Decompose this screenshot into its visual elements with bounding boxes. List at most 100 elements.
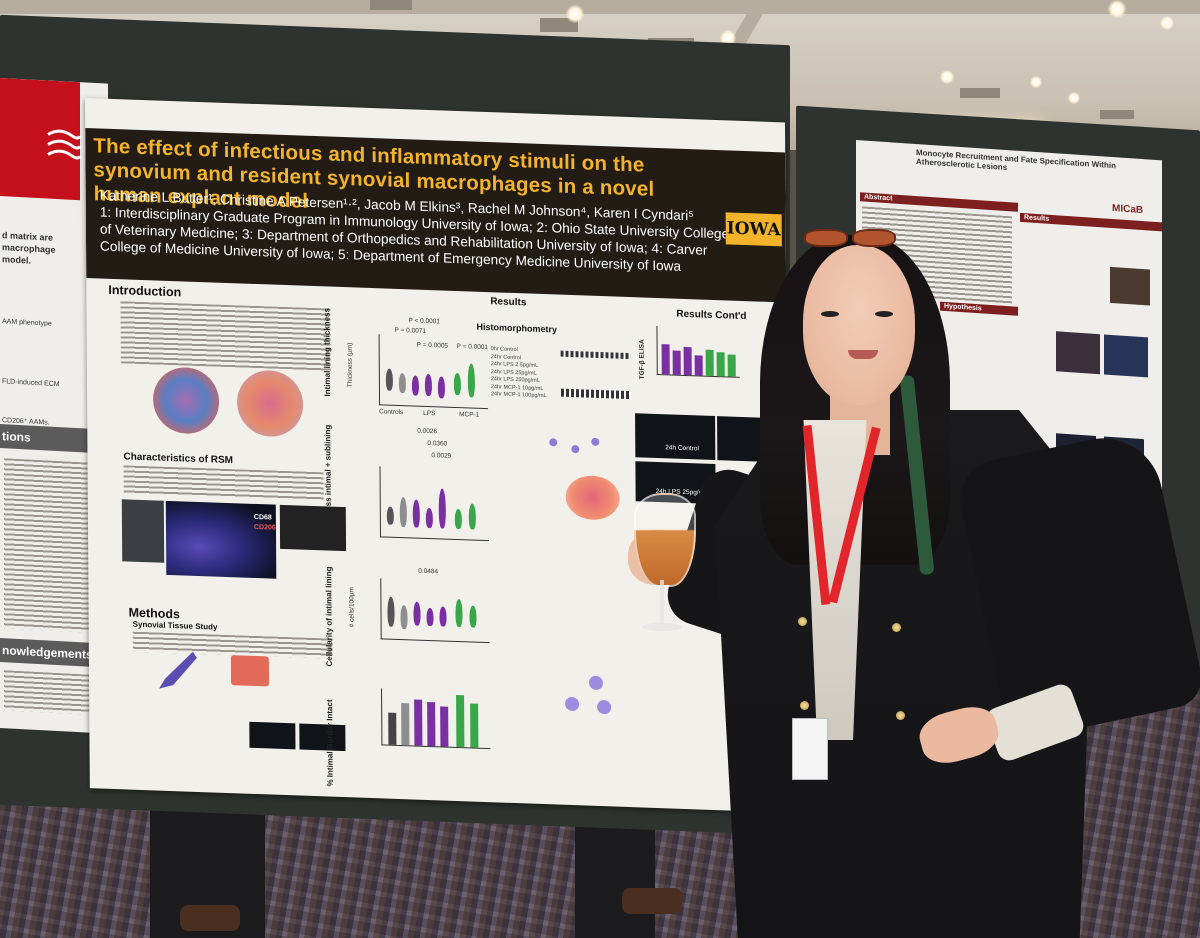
violin-mark bbox=[424, 373, 432, 397]
micrograph bbox=[249, 721, 296, 750]
violin-mark bbox=[413, 601, 421, 626]
violin-mark bbox=[386, 506, 394, 525]
axis-label: % Intimal Border Intact bbox=[325, 699, 335, 787]
wine-glass-base bbox=[642, 623, 682, 631]
p-value: 0.0360 bbox=[427, 439, 448, 448]
violin-mark bbox=[385, 368, 393, 391]
violin-mark bbox=[399, 497, 407, 528]
violin-mark bbox=[412, 499, 420, 528]
presenter bbox=[620, 225, 1200, 938]
left-snippet: macrophage bbox=[2, 242, 56, 255]
bar-mark bbox=[456, 694, 465, 748]
cell-icon bbox=[565, 696, 580, 712]
shoe bbox=[622, 888, 682, 914]
cell-icon bbox=[588, 675, 603, 691]
p-value: P < 0.0001 bbox=[408, 317, 441, 326]
left-snippet: AAM phenotype bbox=[2, 318, 52, 328]
bar-mark bbox=[440, 706, 449, 747]
wave-logo-icon bbox=[47, 129, 82, 160]
characteristics-heading: Characteristics of RSM bbox=[123, 451, 234, 467]
axis-label: Cellularity of intimal lining bbox=[324, 566, 334, 667]
p-value: 0.0484 bbox=[418, 567, 439, 576]
violin-chart-3 bbox=[380, 578, 490, 644]
violin-mark bbox=[438, 488, 446, 529]
wine-glass-stem bbox=[660, 580, 664, 625]
violin-mark bbox=[468, 503, 476, 530]
histomorphometry-heading: Histomorphometry bbox=[476, 321, 558, 335]
bar-mark bbox=[427, 701, 436, 747]
chart-legend: 0hr Control 24hr Control 24hr LPS 2.5pg/… bbox=[490, 346, 547, 400]
violin-mark bbox=[439, 606, 447, 627]
micab-logo: MICaB bbox=[1112, 203, 1144, 217]
jacket-button bbox=[896, 711, 905, 720]
wine-glass-icon bbox=[634, 493, 696, 587]
violin-mark bbox=[425, 507, 433, 529]
axis-label: # cells/100µm bbox=[348, 586, 356, 628]
violin-mark bbox=[469, 605, 477, 628]
smile bbox=[848, 350, 878, 359]
knee-illustration-icon bbox=[159, 651, 197, 689]
tissue-culture-well bbox=[230, 655, 270, 687]
cell-icon bbox=[597, 699, 612, 715]
p-value: P = 0.0071 bbox=[394, 326, 427, 335]
name-badge bbox=[792, 718, 828, 780]
p-value: 0.0026 bbox=[417, 427, 438, 436]
bar-mark bbox=[388, 712, 397, 745]
violin-chart-2 bbox=[379, 466, 489, 542]
micrograph bbox=[279, 504, 347, 552]
shoe bbox=[180, 905, 240, 931]
jacket-button bbox=[892, 623, 901, 632]
jacket-button bbox=[798, 617, 807, 626]
cell-icon bbox=[591, 437, 600, 446]
main-poster: The effect of infectious and inflammator… bbox=[85, 98, 790, 813]
bar-chart-intact-border bbox=[381, 688, 491, 750]
p-value: P = 0.0001 bbox=[456, 342, 489, 352]
left-snippet: model. bbox=[2, 254, 32, 266]
schematic-circle bbox=[236, 369, 304, 438]
violin-mark bbox=[453, 372, 461, 396]
results-heading: Results bbox=[490, 296, 527, 309]
bar-mark bbox=[470, 703, 479, 748]
violin-mark bbox=[426, 607, 434, 627]
violin-mark bbox=[398, 372, 406, 394]
cell-icon bbox=[571, 444, 580, 454]
micrograph bbox=[121, 499, 165, 563]
group-label: LPS bbox=[423, 409, 436, 418]
violin-mark bbox=[455, 598, 463, 628]
bar-mark bbox=[401, 703, 410, 746]
introduction-heading: Introduction bbox=[108, 282, 182, 300]
axis-label: Thickness (µm) bbox=[346, 342, 354, 388]
violin-mark bbox=[387, 596, 395, 627]
presenter-face bbox=[803, 245, 915, 405]
violin-mark bbox=[400, 605, 408, 630]
eye bbox=[821, 311, 839, 317]
left-snippet: FLD-induced ECM bbox=[2, 378, 60, 389]
micrograph bbox=[165, 500, 277, 579]
p-value: P = 0.0005 bbox=[416, 341, 449, 350]
p-value: 0.0029 bbox=[431, 452, 452, 460]
micrograph bbox=[299, 723, 346, 752]
violin-mark bbox=[411, 375, 419, 396]
axis-label: Intimal lining thickness bbox=[322, 307, 333, 397]
cd206-label: CD206 bbox=[253, 523, 276, 532]
schematic-circle bbox=[152, 366, 220, 435]
university-logo bbox=[0, 78, 82, 201]
group-label: Controls bbox=[379, 408, 404, 417]
left-section-tab: nowledgements bbox=[0, 638, 102, 668]
sunglasses-icon bbox=[800, 229, 900, 247]
group-label: MCP-1 bbox=[459, 411, 480, 419]
eye bbox=[875, 311, 893, 317]
synovial-tissue-heading: Synovial Tissue Study bbox=[132, 619, 218, 632]
axis-label: Thickness intimal + sublining bbox=[323, 424, 333, 537]
violin-mark bbox=[454, 508, 462, 530]
left-snippet: d matrix are bbox=[2, 230, 54, 243]
macrophage-illustration bbox=[565, 474, 620, 521]
bar-mark bbox=[414, 699, 423, 746]
violin-mark bbox=[467, 363, 475, 398]
cell-icon bbox=[549, 438, 558, 447]
violin-mark bbox=[437, 376, 446, 399]
cd68-label: CD68 bbox=[253, 513, 272, 522]
left-poster: d matrix are macrophage model. AAM pheno… bbox=[0, 78, 108, 734]
jacket-button bbox=[800, 701, 809, 710]
